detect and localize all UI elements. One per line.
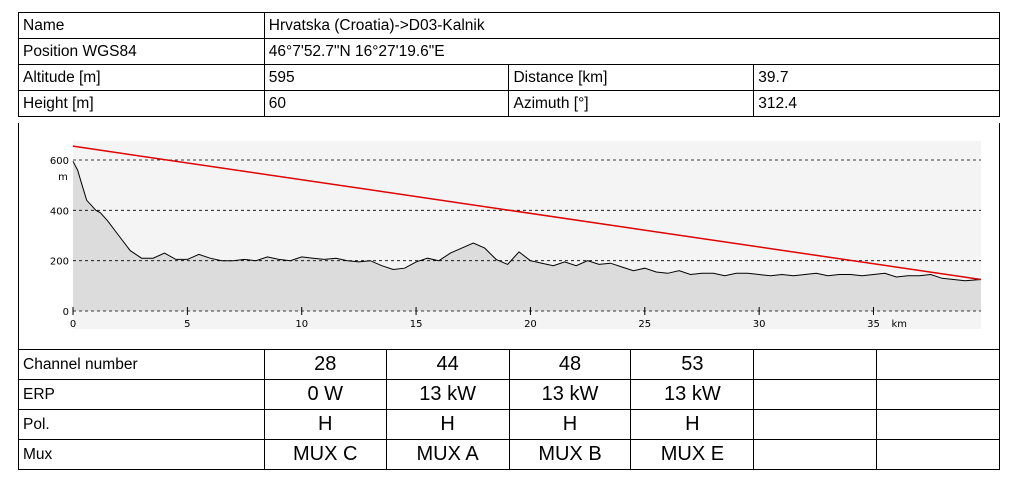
y-tick-label-600: 600 [50,156,69,167]
x-tick-label-20: 20 [524,319,537,330]
name-label: Name [18,12,265,39]
channel-number-value-6 [876,349,1000,380]
azimuth-label: Azimuth [°] [508,90,755,117]
erp-row: ERP 0 W 13 kW 13 kW 13 kW [18,379,1000,410]
erp-value-3: 13 kW [508,379,632,410]
channel-number-value-5 [753,349,878,380]
altitude-row: Altitude [m] 595 Distance [km] 39.7 [18,64,1000,91]
pol-value-6 [876,409,1000,440]
distance-label: Distance [km] [508,64,755,91]
name-value: Hrvatska (Croatia)->D03-Kalnik [263,12,1001,39]
pol-value-1: H [263,409,387,440]
channel-number-value-2: 44 [385,349,510,380]
height-value: 60 [263,90,510,117]
y-tick-label-200: 200 [50,257,69,268]
x-tick-label-35: 35 [867,319,880,330]
pol-value-4: H [630,409,755,440]
profile-svg: 0 200 400 600 m 0 5 10 15 20 25 30 35 km [50,141,982,330]
terrain-area [73,161,981,311]
position-row: Position WGS84 46°7'52.7"N 16°27'19.6"E [18,38,1001,65]
channel-number-row: Channel number 28 44 48 53 [18,349,1000,380]
y-axis-unit: m [58,172,68,183]
height-row: Height [m] 60 Azimuth [°] 312.4 [18,90,1000,117]
pol-label: Pol. [18,409,265,440]
erp-label: ERP [18,379,265,410]
mux-value-4: MUX E [630,439,755,470]
x-tick-label-0: 0 [70,319,76,330]
erp-value-2: 13 kW [385,379,510,410]
position-label: Position WGS84 [18,38,265,65]
mux-value-3: MUX B [508,439,632,470]
mux-row: Mux MUX C MUX A MUX B MUX E [18,439,1000,470]
erp-value-4: 13 kW [630,379,755,410]
terrain-line [72,161,982,282]
pol-value-2: H [385,409,510,440]
altitude-label: Altitude [m] [18,64,265,91]
distance-value: 39.7 [753,64,1000,91]
mux-value-5 [753,439,878,470]
y-tick-label-0: 0 [63,307,69,318]
channel-number-value-1: 28 [263,349,387,380]
mux-label: Mux [18,439,265,470]
erp-value-5 [753,379,878,410]
altitude-value: 595 [263,64,510,91]
height-label: Height [m] [18,90,265,117]
y-tick-label-400: 400 [50,206,69,217]
channel-number-value-4: 53 [630,349,755,380]
name-row: Name Hrvatska (Croatia)->D03-Kalnik [18,12,1001,39]
pol-value-5 [753,409,878,440]
mux-value-2: MUX A [385,439,510,470]
x-tick-label-15: 15 [410,319,423,330]
x-axis-unit: km [892,319,908,330]
site-info-table: Name Hrvatska (Croatia)->D03-Kalnik Posi… [18,12,1001,117]
line-of-sight-ray [72,145,982,281]
pol-value-3: H [508,409,632,440]
channel-number-value-3: 48 [508,349,632,380]
position-value: 46°7'52.7"N 16°27'19.6"E [263,38,1001,65]
x-tick-label-30: 30 [753,319,766,330]
azimuth-value: 312.4 [753,90,1000,117]
erp-value-6 [876,379,1000,410]
erp-value-1: 0 W [263,379,387,410]
channel-number-label: Channel number [18,349,265,380]
mux-value-6 [876,439,1000,470]
x-tick-label-25: 25 [638,319,651,330]
terrain-profile-chart: 0 200 400 600 m 0 5 10 15 20 25 30 35 km [18,123,1000,349]
x-tick-label-10: 10 [295,319,308,330]
x-tick-label-5: 5 [184,319,190,330]
pol-row: Pol. H H H H [18,409,1000,440]
channel-table: Channel number 28 44 48 53 ERP 0 W 13 kW 13 kW 13… [18,349,1000,470]
mux-value-1: MUX C [263,439,387,470]
